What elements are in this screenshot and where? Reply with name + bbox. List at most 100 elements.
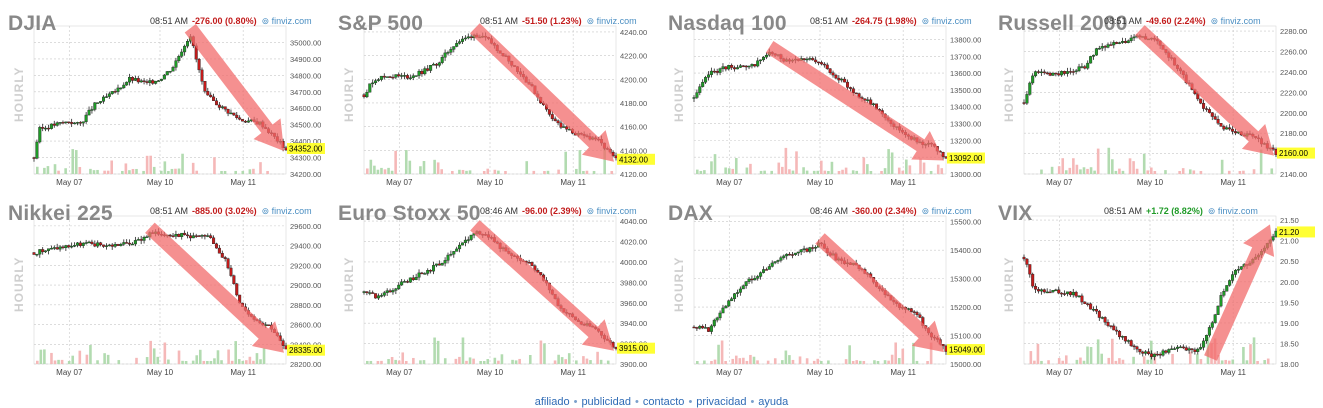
candle-body	[113, 91, 117, 93]
chart-panel-djia[interactable]: 34200.00 34300.00 34400.00 34500.00 34600.00…	[2, 4, 325, 194]
candle-body	[365, 92, 369, 98]
finviz-brand-link[interactable]: ⊚ finviz.com	[261, 16, 312, 26]
chart-title[interactable]: Nikkei 225	[8, 202, 113, 225]
volume-bar	[844, 359, 848, 364]
volume-bar	[404, 360, 408, 364]
candle-body	[403, 281, 407, 283]
x-tick-label: May 11	[890, 368, 916, 377]
candle-body	[1196, 348, 1200, 352]
candle-body	[1094, 308, 1098, 312]
chart-title[interactable]: S&P 500	[338, 12, 424, 35]
candle-body	[692, 326, 696, 329]
candle-body	[434, 263, 438, 266]
volume-bar	[820, 360, 823, 364]
finviz-brand-link[interactable]: ⊚ finviz.com	[921, 16, 972, 26]
candle-body	[130, 243, 134, 246]
finviz-brand-link[interactable]: ⊚ finviz.com	[586, 16, 637, 26]
y-tick-label: 21.50	[1280, 216, 1299, 225]
footer-separator: •	[573, 396, 578, 408]
chart-title[interactable]: Nasdaq 100	[668, 12, 787, 35]
footer-link-afiliado[interactable]: afiliado	[534, 396, 570, 408]
candle-body	[191, 235, 195, 239]
footer-link-contacto[interactable]: contacto	[642, 396, 685, 408]
last-price-label: 28335.00	[289, 346, 323, 355]
candle-body	[414, 277, 418, 280]
chart-title[interactable]: Russell 2000	[998, 12, 1128, 35]
candle-body	[411, 75, 415, 78]
candle-body	[1080, 295, 1084, 303]
candle-body	[142, 80, 146, 82]
volume-bar	[1047, 360, 1050, 364]
candle-body	[102, 244, 106, 247]
candle-body	[400, 75, 404, 77]
candle-body	[1028, 264, 1032, 275]
chart-panel-russell-2000[interactable]: 2140.00 2160.00 2180.00 2200.00 2220.00 2240.…	[992, 4, 1315, 194]
volume-bar	[1132, 161, 1135, 174]
chart-panel-dax[interactable]: 15000.00 15100.00 15200.00 15300.00 15400.00…	[662, 194, 985, 384]
finviz-brand-link[interactable]: ⊚ finviz.com	[1210, 16, 1261, 26]
footer-link-publicidad[interactable]: publicidad	[581, 396, 631, 408]
candle-body	[368, 292, 372, 294]
finviz-brand-link[interactable]: ⊚ finviz.com	[586, 206, 637, 216]
chart-title[interactable]: Euro Stoxx 50	[338, 202, 481, 225]
candle-body	[206, 91, 210, 96]
finviz-brand-link[interactable]: ⊚ finviz.com	[921, 206, 972, 216]
volume-bar	[805, 170, 809, 174]
volume-bar	[373, 165, 376, 174]
candle-body	[104, 245, 108, 247]
volume-bar	[564, 151, 567, 174]
y-tick-label: 13500.00	[950, 86, 981, 95]
candle-body	[944, 156, 948, 159]
footer-link-privacidad[interactable]: privacidad	[696, 396, 747, 408]
candle-body	[1216, 118, 1220, 124]
trend-arrow	[1135, 25, 1274, 156]
candle-body	[1054, 72, 1058, 75]
volume-bar	[85, 354, 89, 364]
footer-link-ayuda[interactable]: ayuda	[758, 396, 789, 408]
chart-title[interactable]: DAX	[668, 202, 713, 225]
volume-bar	[394, 150, 397, 174]
chart-time: 08:51 AM	[150, 16, 189, 26]
candle-body	[753, 278, 757, 281]
volume-bar	[901, 170, 905, 174]
finviz-brand-link[interactable]: ⊚ finviz.com	[261, 206, 312, 216]
volume-bar	[887, 149, 890, 174]
chart-panel-nasdaq-100[interactable]: 13000.0013100.0013200.0013300.0013400.00…	[662, 4, 985, 194]
volume-bar	[408, 160, 412, 174]
volume-bar	[610, 171, 614, 174]
finviz-brand-link[interactable]: ⊚ finviz.com	[1207, 206, 1258, 216]
volume-bar	[532, 170, 536, 174]
candle-body	[133, 240, 137, 245]
chart-panel-nikkei-225[interactable]: 28200.0028400.0028600.0028800.0029000.00…	[2, 194, 325, 384]
chart-panel-s-p-500[interactable]: 4120.00 4140.00 4160.00 4180.00 4200.00 4220.…	[332, 4, 655, 194]
chart-title[interactable]: VIX	[998, 202, 1033, 225]
trend-arrow	[1204, 224, 1275, 361]
volume-bar	[404, 150, 408, 174]
chart-time: 08:51 AM	[480, 16, 519, 26]
candle-body	[32, 157, 36, 159]
candle-body	[1057, 73, 1061, 76]
last-price-tag: 34352.00	[287, 143, 325, 155]
candle-body	[423, 273, 427, 275]
candle-body	[183, 232, 187, 236]
candle-body	[417, 272, 421, 278]
chart-panel-vix[interactable]: 18.00 18.50 19.00 19.50 20.00 20.50 21.00 21.50…	[992, 194, 1315, 384]
volume-bar	[96, 360, 99, 364]
candle-body	[243, 121, 247, 123]
last-price-bg	[287, 344, 325, 356]
chart-title[interactable]: DJIA	[8, 12, 57, 35]
hourly-label: HOURLY	[342, 256, 356, 312]
last-price-bg	[287, 143, 325, 155]
candle-body	[168, 70, 172, 73]
volume-bar	[234, 170, 237, 174]
candle-body	[281, 340, 285, 346]
volume-bar	[110, 160, 113, 174]
volume-bar	[184, 360, 188, 364]
volume-bar	[142, 170, 145, 174]
candle-body	[825, 64, 829, 69]
chart-panel-euro-stoxx-50[interactable]: 3900.003920.003940.003960.003980.004000.…	[332, 194, 655, 384]
chart-time: 08:46 AM	[480, 206, 519, 216]
candle-body	[1120, 41, 1124, 43]
volume-bar	[397, 360, 401, 364]
volume-bar	[213, 358, 216, 364]
